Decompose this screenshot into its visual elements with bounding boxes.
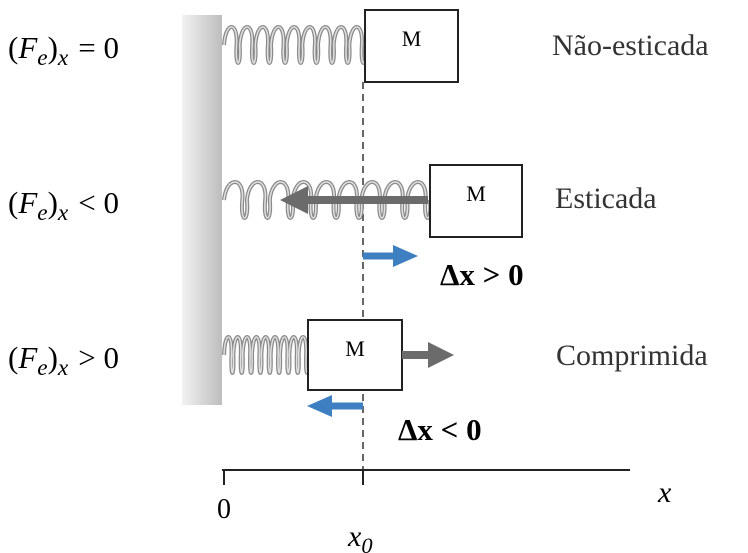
label-part: )	[48, 340, 58, 375]
axis-label: x	[657, 476, 672, 509]
label-part: (	[8, 185, 18, 220]
label-part: < 0	[78, 185, 119, 220]
mass-label: M	[345, 336, 365, 361]
state-label: Não-esticada	[552, 29, 709, 62]
wall	[182, 15, 222, 405]
displacement-arrowhead	[393, 245, 418, 267]
displacement-arrowhead	[307, 395, 332, 417]
force-label: (Fe)x = 0	[8, 30, 119, 71]
label-part: e	[37, 45, 47, 71]
force-arrowhead	[280, 186, 308, 214]
mass-block	[307, 319, 403, 391]
mass-block	[429, 164, 523, 238]
label-part: > 0	[78, 340, 119, 375]
state-label: Comprimida	[556, 339, 708, 372]
label-part: x	[57, 45, 69, 71]
label-part: x	[57, 200, 69, 226]
spring	[222, 335, 311, 375]
label-part: x	[57, 355, 69, 381]
delta-label: Δx > 0	[440, 257, 524, 292]
delta-label: Δx < 0	[398, 412, 482, 447]
label-part: x	[347, 520, 362, 553]
mass-label: M	[466, 181, 486, 206]
origin-label: 0	[217, 494, 231, 525]
mass-block	[364, 9, 459, 83]
label-part: = 0	[78, 30, 119, 65]
force-label: (Fe)x < 0	[8, 185, 119, 226]
label-part: (	[8, 30, 18, 65]
label-part: (	[8, 340, 18, 375]
label-part: F	[17, 185, 38, 220]
state-label: Esticada	[555, 182, 657, 215]
label-part: e	[37, 355, 47, 381]
force-label: (Fe)x > 0	[8, 340, 119, 381]
spring	[222, 25, 368, 65]
label-part: 0	[361, 533, 372, 553]
label-part: e	[37, 200, 47, 226]
force-arrowhead	[428, 342, 454, 368]
spring-highlight	[223, 26, 367, 64]
label-part: )	[48, 185, 58, 220]
label-part: F	[17, 30, 38, 65]
label-part: )	[48, 30, 58, 65]
label-part: F	[17, 340, 38, 375]
mass-label: M	[402, 26, 422, 51]
equilibrium-label: x0	[347, 520, 373, 553]
spring-highlight	[223, 336, 309, 374]
